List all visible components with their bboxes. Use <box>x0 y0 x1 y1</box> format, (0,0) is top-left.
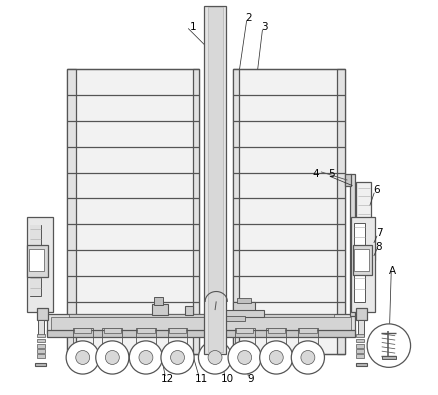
Bar <box>350 174 355 316</box>
Bar <box>137 328 155 333</box>
Bar <box>351 217 375 312</box>
Text: 2: 2 <box>245 13 252 23</box>
Circle shape <box>129 341 162 374</box>
Bar <box>233 69 239 354</box>
Circle shape <box>301 350 315 365</box>
Bar <box>104 328 121 333</box>
Text: A: A <box>389 265 396 276</box>
Bar <box>357 354 364 358</box>
Circle shape <box>260 341 293 374</box>
Bar <box>266 328 286 344</box>
Bar <box>357 339 364 342</box>
Circle shape <box>66 341 99 374</box>
Bar <box>37 339 45 342</box>
Circle shape <box>170 350 184 365</box>
Text: 9: 9 <box>247 374 254 384</box>
Bar <box>217 310 265 317</box>
Bar <box>37 334 45 337</box>
Bar <box>37 354 45 358</box>
Bar <box>39 320 44 336</box>
Bar <box>37 344 45 348</box>
Circle shape <box>161 341 194 374</box>
Bar <box>168 328 187 344</box>
Text: 6: 6 <box>374 184 380 195</box>
Text: 12: 12 <box>161 374 174 384</box>
Bar <box>205 328 225 344</box>
Bar <box>233 302 254 315</box>
Circle shape <box>291 341 325 374</box>
Bar <box>102 328 122 344</box>
Bar <box>51 317 351 331</box>
Bar <box>37 349 45 353</box>
Bar <box>185 306 193 315</box>
Bar <box>169 328 186 333</box>
Circle shape <box>198 341 232 374</box>
Bar <box>28 217 53 312</box>
Text: 11: 11 <box>194 374 208 384</box>
Bar <box>69 314 334 317</box>
Bar <box>382 356 396 359</box>
Bar <box>356 363 367 366</box>
Bar <box>364 251 375 260</box>
Bar <box>47 314 355 334</box>
Text: 10: 10 <box>220 374 233 384</box>
Circle shape <box>269 350 283 365</box>
Bar <box>154 297 162 305</box>
Bar <box>74 328 92 333</box>
Text: 5: 5 <box>328 169 335 179</box>
Bar <box>221 316 245 321</box>
Bar <box>337 69 346 354</box>
Bar <box>205 6 226 354</box>
Circle shape <box>139 350 153 365</box>
Bar <box>364 237 375 249</box>
Bar <box>354 249 370 271</box>
Text: 3: 3 <box>261 22 268 32</box>
Bar <box>67 69 76 354</box>
Circle shape <box>367 324 410 367</box>
Bar <box>206 305 216 315</box>
Bar <box>28 249 44 271</box>
Bar <box>237 298 251 303</box>
Bar <box>357 344 364 348</box>
Circle shape <box>96 341 129 374</box>
Bar <box>354 223 365 302</box>
Bar <box>152 304 168 315</box>
Bar <box>357 334 364 337</box>
Bar <box>353 245 372 275</box>
Bar <box>136 328 156 344</box>
Circle shape <box>228 341 261 374</box>
Bar <box>67 69 199 354</box>
Bar <box>357 349 364 353</box>
Bar <box>235 328 254 344</box>
Bar <box>30 225 41 296</box>
Bar <box>208 7 223 352</box>
Bar <box>345 174 350 186</box>
Circle shape <box>76 350 90 365</box>
Bar <box>73 328 92 344</box>
Bar <box>35 363 46 366</box>
Bar <box>193 69 199 354</box>
Circle shape <box>106 350 119 365</box>
Bar <box>268 328 285 333</box>
Text: 4: 4 <box>312 169 319 179</box>
Bar <box>30 225 41 296</box>
Bar <box>236 328 253 333</box>
Bar <box>37 308 48 320</box>
Bar <box>233 69 346 354</box>
Bar <box>357 308 367 320</box>
Bar <box>206 328 224 333</box>
Bar <box>47 330 355 337</box>
Text: 7: 7 <box>376 228 382 238</box>
Bar <box>299 328 317 333</box>
Bar <box>357 182 371 257</box>
Bar <box>298 328 318 344</box>
Bar <box>28 245 48 276</box>
Text: 1: 1 <box>190 22 197 32</box>
Circle shape <box>238 350 252 365</box>
Circle shape <box>208 350 222 365</box>
Bar <box>358 320 364 336</box>
Text: 8: 8 <box>376 242 382 252</box>
